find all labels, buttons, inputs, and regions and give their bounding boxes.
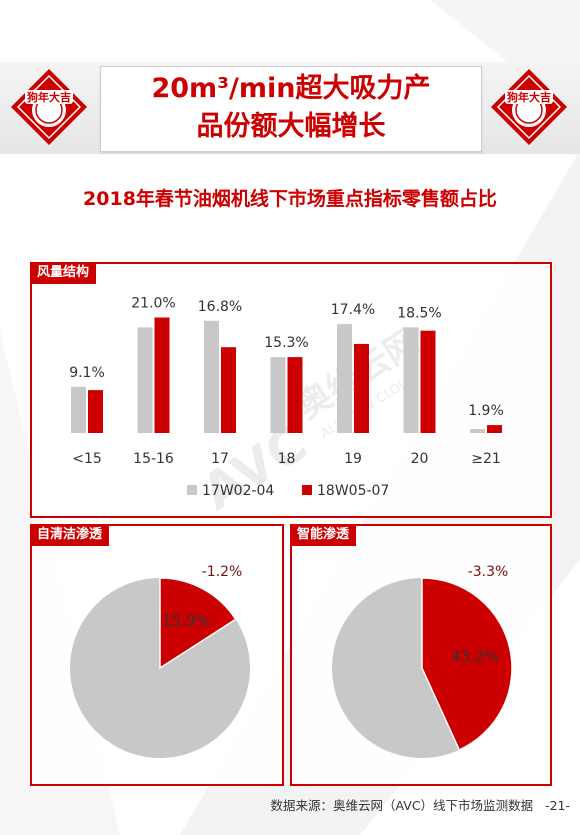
x-tick-label: 18: [278, 451, 296, 467]
x-tick-label: <15: [72, 451, 102, 467]
bar-data-label: 1.9%: [468, 403, 504, 419]
smart-pie-chart: -3.3% 43.2%: [332, 564, 513, 758]
bar-s1-2: [204, 320, 219, 433]
bar-legend: 17W02-04 18W05-07: [187, 483, 389, 499]
pie-slice-share: [159, 577, 237, 670]
bar-data-label: 9.1%: [69, 365, 105, 381]
bar-s1-0: [71, 386, 86, 433]
wind-structure-tag: 风量结构: [30, 262, 97, 284]
bar-s2-2: [221, 347, 236, 433]
legend-label-2: 18W05-07: [317, 483, 389, 499]
smart-share-label: 43.2%: [451, 648, 499, 666]
bar-data-label: 21.0%: [131, 296, 175, 312]
self-clean-share-label: 15.9%: [162, 612, 210, 630]
bar-s1-6: [470, 429, 485, 433]
bar-data-label: 17.4%: [331, 302, 375, 318]
bar-data-label: 15.3%: [264, 335, 308, 351]
footer: 数据来源：奥维云网（AVC）线下市场监测数据 -21-: [200, 795, 570, 814]
wind-structure-panel: AVC 奥维云网 ALL VIEW CLOUD 9.1%21.0%16.8%15…: [30, 262, 552, 518]
bar-s2-5: [420, 330, 436, 433]
bar-s2-1: [154, 317, 170, 433]
bar-s1-4: [337, 324, 352, 433]
bar-data-label: 18.5%: [397, 305, 441, 321]
smart-change-label: -3.3%: [468, 564, 509, 580]
x-tick-label: ≥21: [471, 451, 501, 467]
seal-text-right: 狗年大吉: [507, 90, 551, 104]
chart-subtitle: 2018年春节油烟机线下市场重点指标零售额占比: [83, 188, 497, 210]
x-tick-label: 20: [411, 451, 429, 467]
self-clean-tag: 自清洁渗透: [30, 524, 110, 546]
dog-year-seal-right: 狗年大吉: [491, 69, 567, 145]
smart-tag: 智能渗透: [290, 524, 357, 546]
x-tick-label: 17: [211, 451, 229, 467]
bar-data-label: 16.8%: [198, 299, 242, 315]
bar-s2-4: [354, 343, 369, 433]
self-clean-panel: -1.2% 15.9% 自清洁渗透: [30, 524, 284, 786]
bar-marks: [71, 317, 502, 433]
self-clean-pie-chart: -1.2% 15.9%: [70, 564, 251, 758]
self-clean-change-label: -1.2%: [202, 564, 243, 580]
page-title-line2: 品份额大幅增长: [196, 111, 386, 142]
x-tick-label: 19: [344, 451, 362, 467]
pie-slice-share: [421, 577, 513, 751]
x-tick-label: 15-16: [133, 451, 174, 467]
bar-s1-1: [137, 327, 153, 433]
legend-swatch-1: [187, 485, 197, 495]
bar-data-labels: 9.1% 21.0% 16.8% 15.3% 17.4% 18.5% 1.9%: [69, 296, 504, 420]
pie-slice-rest: [332, 578, 460, 758]
smart-panel: -3.3% 43.2% 智能渗透: [290, 524, 552, 786]
legend-swatch-2: [302, 485, 312, 495]
bar-s1-5: [403, 327, 419, 433]
bar-s2-0: [88, 390, 103, 433]
legend-label-1: 17W02-04: [202, 483, 274, 499]
bar-s1-3: [270, 357, 286, 433]
bar-s2-3: [287, 357, 303, 433]
dog-year-seal-left: 狗年大吉: [11, 69, 87, 145]
bar-x-tick-labels: <15 15-16 17 18 19 20 ≥21: [72, 451, 501, 467]
seal-text-left: 狗年大吉: [27, 90, 71, 104]
title-box: 20m³/min超大吸力产 品份额大幅增长: [100, 66, 482, 152]
bar-s2-6: [487, 425, 502, 433]
page-title-line1: 20m³/min超大吸力产: [151, 73, 431, 104]
wind-structure-bar-chart: AVC 奥维云网 ALL VIEW CLOUD 9.1%21.0%16.8%15…: [69, 296, 504, 517]
data-source-note: 数据来源：奥维云网（AVC）线下市场监测数据: [270, 798, 534, 813]
page-number: -21-: [545, 798, 570, 813]
